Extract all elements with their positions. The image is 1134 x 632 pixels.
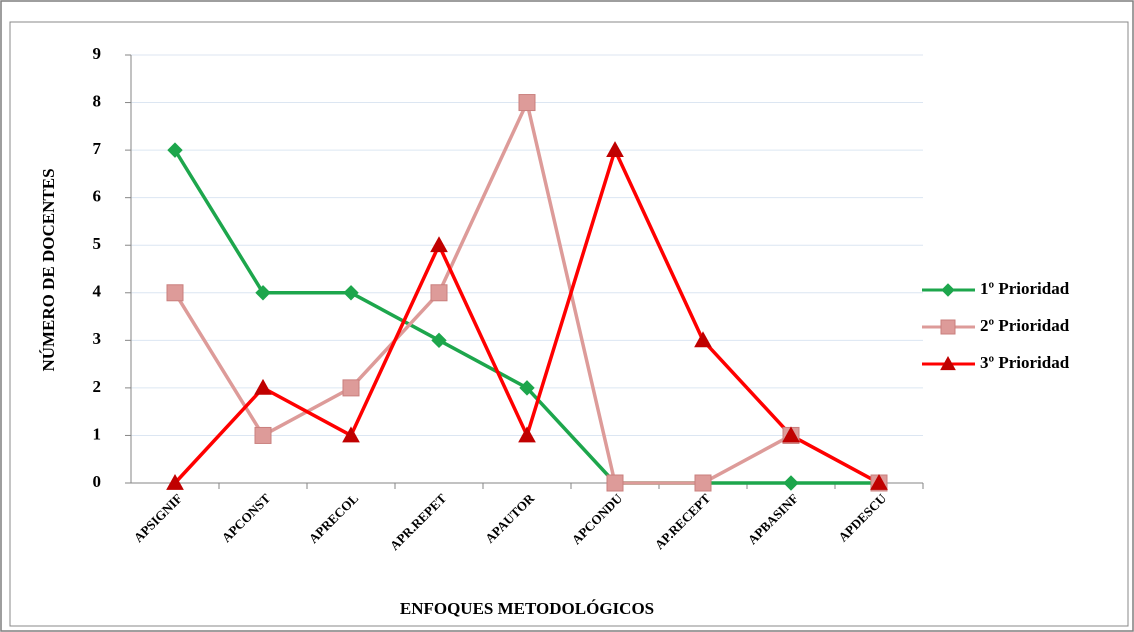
x-axis-label: ENFOQUES METODOLÓGICOS	[400, 599, 654, 618]
series-marker	[255, 285, 271, 301]
series-marker	[166, 473, 184, 490]
legend-label: 2º Prioridad	[980, 316, 1070, 335]
legend-marker	[940, 319, 956, 335]
series-marker	[343, 285, 359, 301]
series-marker	[783, 475, 799, 491]
series-marker	[694, 474, 712, 492]
series-marker	[870, 473, 888, 490]
y-tick-label: 4	[93, 282, 102, 301]
y-axis-label: NÚMERO DE DOCENTES	[39, 168, 58, 371]
y-tick-label: 0	[93, 472, 102, 491]
y-tick-label: 7	[93, 139, 102, 158]
y-tick-label: 3	[93, 329, 102, 348]
y-tick-label: 1	[93, 424, 102, 443]
legend-label: 1º Prioridad	[980, 279, 1070, 298]
chart-frame	[9, 21, 1129, 627]
series-marker	[518, 426, 536, 443]
series-marker	[606, 474, 624, 492]
series-marker	[431, 332, 447, 349]
series-marker	[166, 284, 184, 302]
y-tick-label: 5	[93, 234, 102, 253]
y-tick-label: 8	[93, 91, 102, 110]
series-marker	[254, 426, 272, 444]
y-tick-label: 6	[93, 187, 102, 206]
series-marker	[606, 141, 624, 158]
series-marker	[694, 331, 712, 348]
series-marker	[167, 142, 183, 158]
series-marker	[254, 378, 272, 395]
legend-marker	[941, 283, 955, 297]
series-marker	[342, 426, 360, 443]
series-marker	[342, 379, 360, 397]
series-marker	[430, 284, 448, 302]
series-marker	[518, 94, 536, 112]
y-tick-label: 9	[93, 44, 102, 63]
series-marker	[519, 380, 535, 396]
series-marker	[782, 426, 800, 443]
series-marker	[430, 236, 448, 253]
legend-label: 3º Prioridad	[980, 353, 1070, 372]
y-tick-label: 2	[93, 377, 102, 396]
legend-marker	[940, 355, 956, 371]
